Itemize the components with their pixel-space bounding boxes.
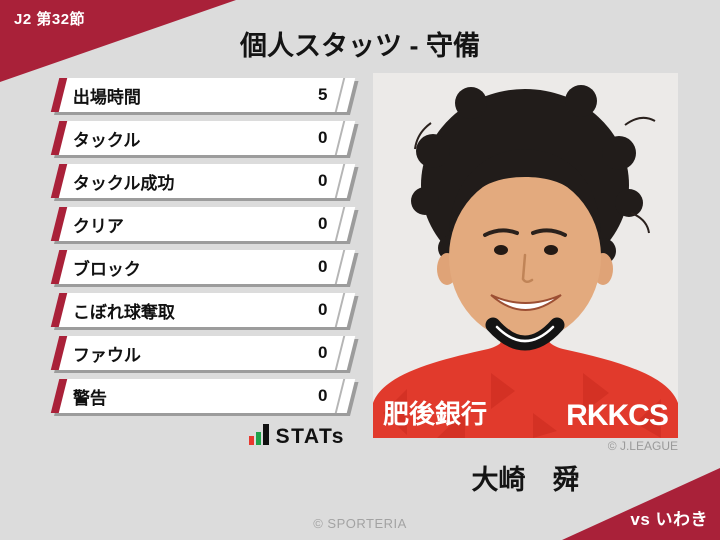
stat-label: 出場時間 [73, 87, 141, 107]
player-smile [490, 294, 562, 311]
stat-row: ブロック 0 [50, 250, 356, 284]
page-title: 個人スタッツ - 守備 [240, 31, 480, 61]
stat-label: こぼれ球奪取 [73, 302, 175, 322]
stat-row: ファウル 0 [50, 336, 356, 370]
stat-value: 5 [317, 85, 327, 104]
stat-label: ブロック [73, 259, 141, 279]
player-jersey [373, 329, 678, 438]
stat-label: タックル [73, 130, 141, 150]
stat-value: 0 [317, 257, 327, 276]
stat-value: 0 [317, 386, 327, 405]
player-nose [521, 253, 534, 283]
stat-label: ファウル [73, 345, 141, 365]
stat-row: 出場時間 5 [50, 78, 356, 112]
stat-label: 警告 [73, 388, 107, 408]
stats-brand-logo: STATs [55, 421, 345, 447]
bar-chart-icon [248, 424, 269, 445]
stat-value: 0 [317, 300, 327, 319]
stats-list: 出場時間 5 タックル 0 タックル成功 0 クリア 0 ブロック 0 こぼれ球… [50, 78, 356, 422]
stat-value: 0 [317, 128, 327, 147]
jersey-collar [485, 317, 565, 351]
photo-credit: © J.LEAGUE [607, 439, 678, 453]
jersey-sponsor-left: 肥後銀行 [383, 399, 487, 429]
player-hair-strands [414, 116, 656, 234]
matchday-label: J2 第32節 [14, 11, 86, 28]
stat-value: 0 [317, 171, 327, 190]
jersey-sponsor-right: RKKCS [566, 399, 668, 432]
stat-value: 0 [317, 343, 327, 362]
player-eyes [494, 245, 558, 255]
stat-row: 警告 0 [50, 379, 356, 413]
stat-row: タックル 0 [50, 121, 356, 155]
player-name: 大崎 舜 [471, 465, 580, 495]
stat-row: こぼれ球奪取 0 [50, 293, 356, 327]
stats-logo-text: STATs [275, 425, 345, 448]
stat-value: 0 [317, 214, 327, 233]
stat-row: クリア 0 [50, 207, 356, 241]
opponent-label: vs いわき [630, 510, 708, 529]
player-eyebrows [483, 228, 567, 237]
player-photo: 肥後銀行 RKKCS [373, 73, 678, 438]
jersey-pattern [383, 373, 661, 438]
stat-row: タックル成功 0 [50, 164, 356, 198]
footer-credit: © SPORTERIA [313, 516, 407, 531]
stat-label: タックル成功 [73, 173, 175, 193]
stat-label: クリア [73, 216, 124, 236]
player-hair-fringe [449, 149, 601, 233]
